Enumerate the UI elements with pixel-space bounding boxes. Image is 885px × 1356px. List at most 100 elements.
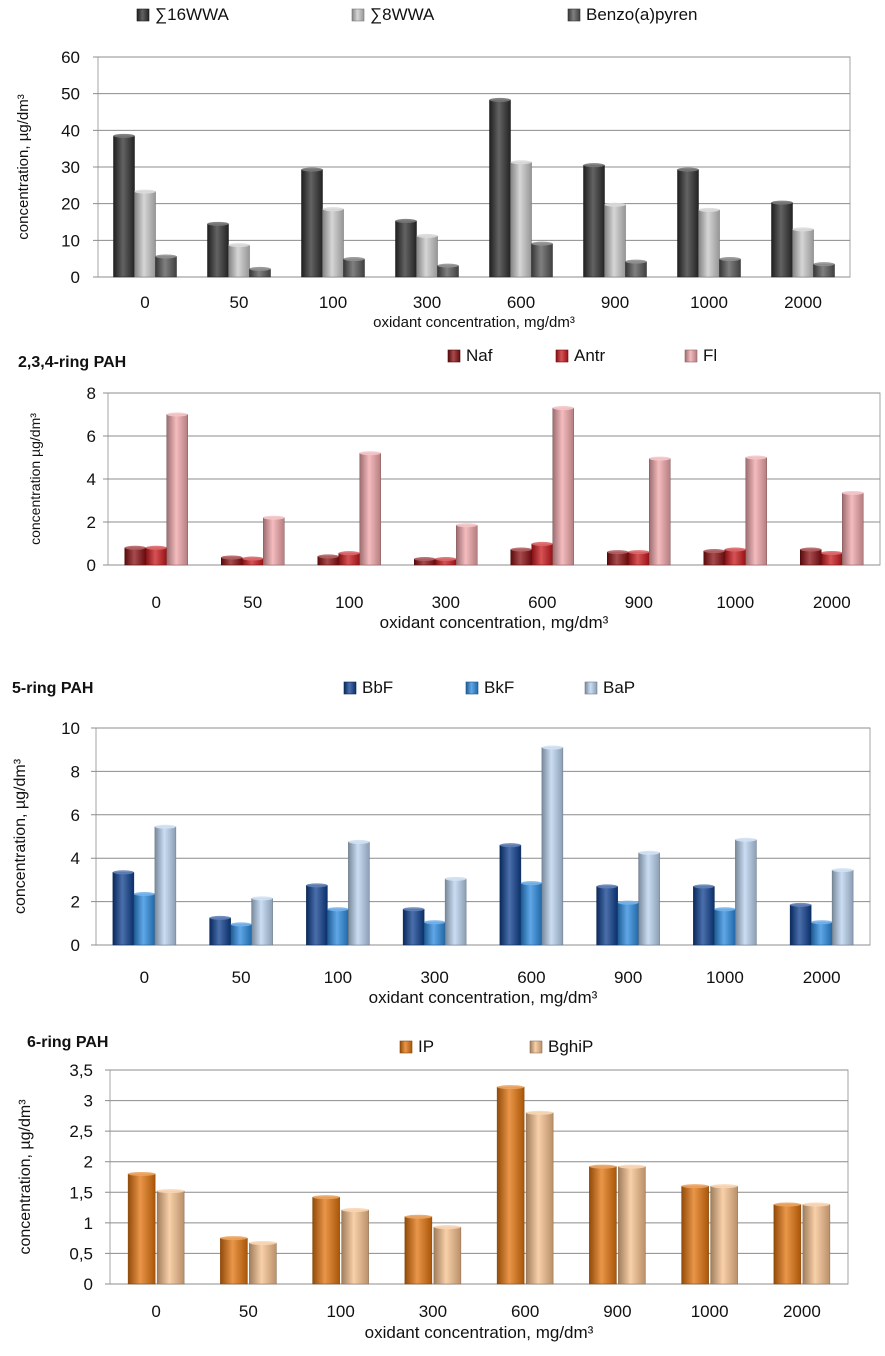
bar-cap <box>249 1241 277 1246</box>
bar-cap <box>348 839 370 844</box>
x-tick-label: 2000 <box>813 593 851 612</box>
legend-label-0: IP <box>418 1037 434 1056</box>
bar-cap <box>541 745 563 750</box>
bar-cap <box>230 922 252 927</box>
bar-cap <box>435 556 457 561</box>
bar-cap <box>510 160 532 165</box>
legend-label-1: BghiP <box>548 1037 593 1056</box>
bar-cap <box>800 547 822 552</box>
bar-bghip-900 <box>618 1166 646 1285</box>
y-tick-label: 4 <box>71 849 80 868</box>
bar-cap <box>343 257 365 262</box>
bar-cap <box>607 550 629 555</box>
bar-cap <box>832 868 854 873</box>
x-tick-label: 1000 <box>691 1302 729 1321</box>
bar-bbf-100 <box>306 885 328 946</box>
bar-bbf-0 <box>112 872 135 946</box>
bar-cap <box>433 1225 461 1230</box>
legend-label-2: Fl <box>703 346 717 365</box>
y-tick-label: 1 <box>84 1214 93 1233</box>
bar-cap <box>710 1184 738 1189</box>
bar-cap <box>128 1171 156 1176</box>
bar-cap <box>552 406 574 411</box>
bar-16wwa-600 <box>489 99 511 278</box>
y-tick-label: 50 <box>61 85 80 104</box>
legend-swatch-2 <box>584 681 598 695</box>
bar-bkf-600 <box>520 882 543 946</box>
bar-benzoapyren-0 <box>155 256 177 278</box>
y-tick-label: 10 <box>61 231 80 250</box>
x-axis-label: oxidant concentration, mg/dm³ <box>369 988 598 1007</box>
bar-benzoapyren-600 <box>531 243 553 278</box>
bar-bap-1000 <box>735 839 757 946</box>
bar-bbf-50 <box>209 917 231 946</box>
bar-antr-1000 <box>724 549 746 566</box>
chart-panel-6-ring-pah: 6-ring PAH IP BghiP 0 0,5 1 1,5 2 2,5 3 3,5 concent… <box>0 1020 885 1351</box>
bar-bkf-1000 <box>714 908 736 946</box>
bar-cap <box>424 920 446 925</box>
x-tick-label: 50 <box>230 293 249 312</box>
bar-bkf-0 <box>133 893 156 946</box>
bar-fl-100 <box>359 452 381 566</box>
bar-cap <box>618 1164 646 1169</box>
y-tick-label: 6 <box>71 806 80 825</box>
y-axis-label: concentration, µg/dm³ <box>12 758 29 914</box>
bar-cap <box>263 515 285 520</box>
y-tick-label: 1,5 <box>69 1183 93 1202</box>
y-tick-label: 4 <box>87 470 96 489</box>
chart-panel-total-pah: ∑16WWA ∑8WWA Benzo(a)pyren 0 10 20 30 40 50 60 con… <box>0 0 885 331</box>
x-tick-label: 1000 <box>706 968 744 987</box>
bar-8wwa-0 <box>134 191 156 278</box>
x-tick-label: 50 <box>243 593 262 612</box>
bar-cap <box>338 551 360 556</box>
bar-cap <box>842 490 864 495</box>
bar-cap <box>526 1110 554 1115</box>
x-tick-label: 2000 <box>783 1302 821 1321</box>
x-tick-label: 900 <box>625 593 653 612</box>
bar-bbf-300 <box>402 908 425 946</box>
x-tick-label: 300 <box>420 968 448 987</box>
bar-cap <box>317 554 339 559</box>
bar-cap <box>703 549 725 554</box>
legend-label-2: BaP <box>603 678 635 697</box>
bar-cap <box>145 545 167 550</box>
bar-cap <box>719 257 741 262</box>
chart-title: 5-ring PAH <box>12 680 93 697</box>
bar-cap <box>698 207 720 212</box>
y-tick-label: 2 <box>71 893 80 912</box>
bar-ip-100 <box>312 1196 340 1285</box>
bar-cap <box>249 266 271 271</box>
bar-cap <box>416 233 438 238</box>
bar-cap <box>735 837 757 842</box>
bar-cap <box>359 451 381 456</box>
legend-label-1: BkF <box>484 678 514 697</box>
bar-cap <box>583 163 605 168</box>
legend-swatch-1 <box>529 1040 543 1054</box>
bar-bap-2000 <box>831 869 854 946</box>
x-tick-label: 900 <box>603 1302 631 1321</box>
bar-cap <box>693 884 715 889</box>
bar-cap <box>322 207 344 212</box>
bar-cap <box>771 200 793 205</box>
bar-cap <box>638 850 660 855</box>
bar-cap <box>489 97 511 102</box>
x-tick-label: 900 <box>601 293 629 312</box>
bar-cap <box>414 556 436 561</box>
legend-label-2: Benzo(a)pyren <box>586 5 698 24</box>
bar-cap <box>404 1214 432 1219</box>
x-tick-label: 0 <box>151 1302 160 1321</box>
y-axis-label: concentration µg/dm³ <box>27 413 43 545</box>
y-tick-label: 40 <box>61 121 80 140</box>
y-tick-label: 60 <box>61 48 80 67</box>
bar-cap <box>811 920 833 925</box>
legend-swatch-1 <box>351 8 365 22</box>
x-tick-label: 2000 <box>784 293 822 312</box>
bar-ip-2000 <box>773 1204 802 1285</box>
bar-bbf-900 <box>596 886 618 946</box>
y-tick-label: 6 <box>87 427 96 446</box>
x-tick-label: 600 <box>528 593 556 612</box>
x-tick-label: 0 <box>140 293 149 312</box>
y-tick-label: 3,5 <box>69 1061 93 1080</box>
legend-label-0: ∑16WWA <box>155 5 229 24</box>
bar-cap <box>341 1208 369 1213</box>
